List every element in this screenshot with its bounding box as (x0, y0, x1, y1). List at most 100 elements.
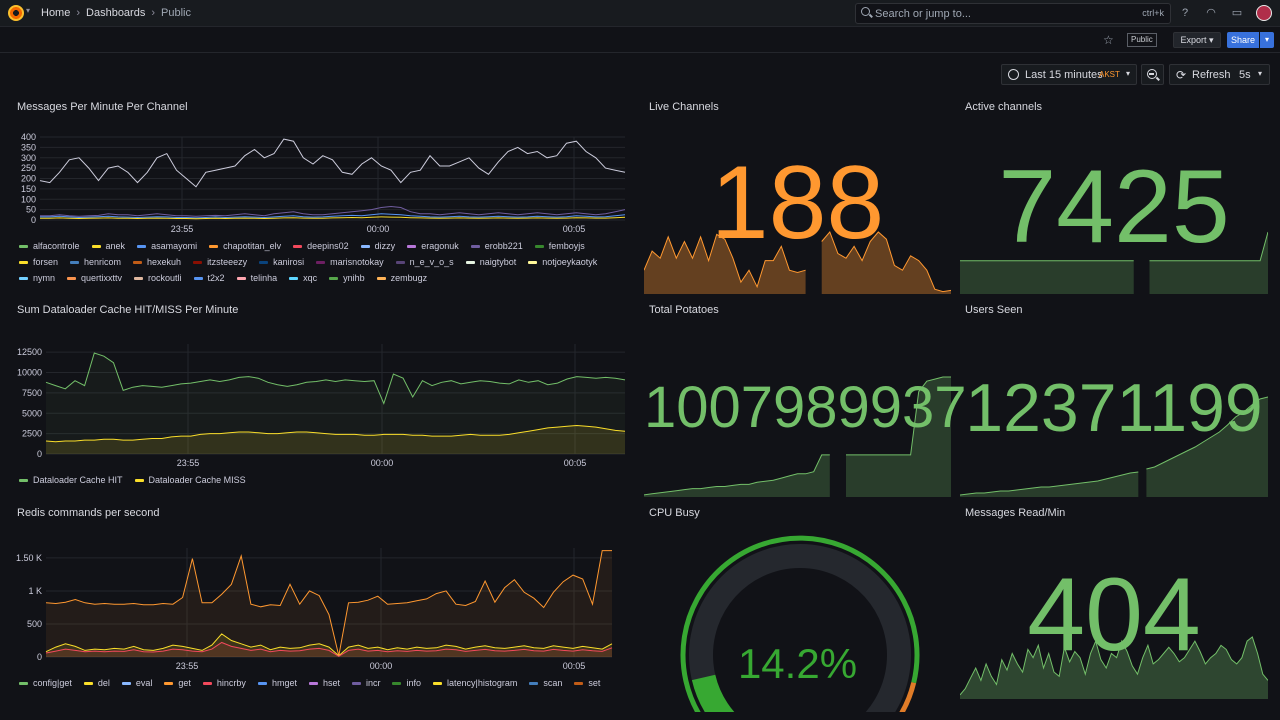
legend-item[interactable]: t2x2 (193, 270, 225, 286)
legend-item[interactable]: kanirosi (259, 254, 304, 270)
star-icon[interactable]: ☆ (1103, 33, 1114, 47)
dataloader-legend: Dataloader Cache HIT Dataloader Cache MIS… (19, 472, 619, 488)
legend-item[interactable]: henricom (70, 254, 121, 270)
live-channels-value: 188 (710, 145, 885, 261)
chevron-down-icon: ▾ (1126, 69, 1131, 78)
legend-item[interactable]: xqc (289, 270, 317, 286)
refresh-icon: ⟳ (1176, 68, 1187, 82)
x-tick-label: 00:05 (563, 224, 586, 234)
x-tick-label: 23:55 (177, 458, 200, 468)
avatar[interactable] (1256, 5, 1272, 21)
legend-item[interactable]: asamayomi (137, 238, 197, 254)
legend-item[interactable]: zembugz (376, 270, 427, 286)
panel-title-live-channels[interactable]: Live Channels (649, 101, 719, 113)
legend-item[interactable]: hincrby (202, 675, 246, 691)
zoom-out-button[interactable] (1141, 64, 1164, 85)
legend-item[interactable]: del (83, 675, 110, 691)
gauge-threshold-orange (899, 682, 917, 712)
timezone-label: AKST (1099, 70, 1120, 79)
y-tick-label: 500 (27, 619, 42, 629)
legend-item[interactable]: latency|histogram (433, 675, 517, 691)
legend-swatch (293, 244, 303, 248)
legend-item[interactable]: hmget (257, 675, 297, 691)
legend-item[interactable]: rockoutli (134, 270, 182, 286)
panel-title-users-seen[interactable]: Users Seen (965, 304, 1023, 316)
legend-item[interactable]: marisnotokay (316, 254, 384, 270)
legend-item[interactable]: scan (529, 675, 562, 691)
legend-item[interactable]: hset (308, 675, 340, 691)
export-button[interactable]: Export ▾ (1173, 32, 1221, 48)
legend-item[interactable]: dizzy (360, 238, 395, 254)
dashboard-toolbar: ☆ Public Export ▾ Share ▾ (0, 28, 1280, 53)
legend-item[interactable]: set (574, 675, 600, 691)
refresh-button[interactable]: ⟳ Refresh 5s ▾ (1169, 64, 1270, 85)
refresh-interval[interactable]: 5s (1239, 69, 1251, 81)
breadcrumb-dashboards[interactable]: Dashboards (86, 7, 146, 19)
panel-title-messages[interactable]: Messages Per Minute Per Channel (17, 101, 188, 113)
legend-item[interactable]: femboyjs (534, 238, 585, 254)
breadcrumb-home[interactable]: Home (41, 7, 71, 19)
legend-swatch (528, 260, 538, 264)
series-line-config-get (45, 550, 612, 656)
legend-swatch (133, 260, 143, 264)
legend-item[interactable]: chapotitan_elv (209, 238, 281, 254)
chevron-down-icon[interactable]: ▾ (26, 6, 31, 15)
panel-title-potatoes[interactable]: Total Potatoes (649, 304, 719, 316)
legend-item[interactable]: hexekuh (133, 254, 181, 270)
time-range-picker[interactable]: Last 15 minutes AKST ▾ (1001, 64, 1137, 85)
legend-item[interactable]: alfacontrole (19, 238, 80, 254)
search-input[interactable]: Search or jump to... ctrl+k (855, 3, 1171, 24)
chevron-down-icon[interactable]: ▾ (1258, 69, 1263, 78)
legend-swatch (67, 276, 77, 280)
legend-item[interactable]: quertixxttv (67, 270, 122, 286)
legend-item[interactable]: itzsteeezy (193, 254, 247, 270)
legend-item[interactable]: get (164, 675, 191, 691)
legend-item[interactable]: anek (91, 238, 125, 254)
legend-item[interactable]: eragonuk (407, 238, 459, 254)
legend-swatch (392, 681, 402, 685)
legend-swatch (470, 244, 480, 248)
y-tick-label: 1.50 K (16, 553, 42, 563)
legend-item[interactable]: eval (121, 675, 152, 691)
legend-item[interactable]: Dataloader Cache MISS (134, 472, 246, 488)
redis-commands-chart[interactable]: 0 500 1 K 1.50 K 23:55 00:00 00:05 (0, 540, 640, 674)
legend-label: marisnotokay (330, 257, 384, 267)
legend-swatch (193, 260, 203, 264)
legend-item[interactable]: forsen (19, 254, 58, 270)
monitor-icon[interactable]: ▭ (1231, 7, 1243, 19)
legend-item[interactable]: n_e_v_o_s (395, 254, 454, 270)
legend-item[interactable]: info (392, 675, 421, 691)
share-button[interactable]: Share (1227, 32, 1259, 48)
legend-item[interactable]: erobb221 (470, 238, 523, 254)
panel-title-active-channels[interactable]: Active channels (965, 101, 1043, 113)
dataloader-cache-chart[interactable]: 0 2500 5000 7500 10000 12500 23:55 00:00 00:05 (0, 330, 640, 472)
panel-title-dataloader[interactable]: Sum Dataloader Cache HIT/MISS Per Minute (17, 304, 239, 316)
legend-item[interactable]: naigtybot (465, 254, 516, 270)
panel-title-cpu[interactable]: CPU Busy (649, 507, 700, 519)
total-potatoes-value: 1007989937 (644, 375, 967, 440)
sparkline-area (644, 234, 806, 294)
users-seen-sparkline (960, 396, 1268, 497)
legend-item[interactable]: incr (351, 675, 380, 691)
share-menu-chevron-icon[interactable]: ▾ (1260, 32, 1274, 48)
legend-item[interactable]: config|get (19, 675, 72, 691)
legend-item[interactable]: telinha (236, 270, 277, 286)
legend-item[interactable]: Dataloader Cache HIT (19, 472, 123, 488)
cpu-busy-gauge (680, 535, 920, 712)
legend-label: henricom (84, 257, 122, 267)
panel-title-redis[interactable]: Redis commands per second (17, 507, 160, 519)
y-tick-label: 250 (21, 163, 36, 173)
legend-label: nymn (33, 273, 56, 283)
messages-read-sparkline (960, 636, 1268, 699)
legend-item[interactable]: deepins02 (293, 238, 349, 254)
legend-label: notjoeykaotyk (542, 257, 598, 267)
panel-title-messages-read[interactable]: Messages Read/Min (965, 507, 1066, 519)
help-icon[interactable]: ? (1181, 7, 1189, 19)
grafana-logo-icon[interactable] (8, 5, 24, 21)
legend-item[interactable]: nymn (19, 270, 55, 286)
rss-icon[interactable]: ◠ (1206, 7, 1216, 19)
legend-item[interactable]: ynihb (329, 270, 365, 286)
legend-item[interactable]: notjoeykaotyk (528, 254, 597, 270)
messages-legend: alfacontrole anek asamayomi chapotitan_elv d… (19, 238, 619, 286)
